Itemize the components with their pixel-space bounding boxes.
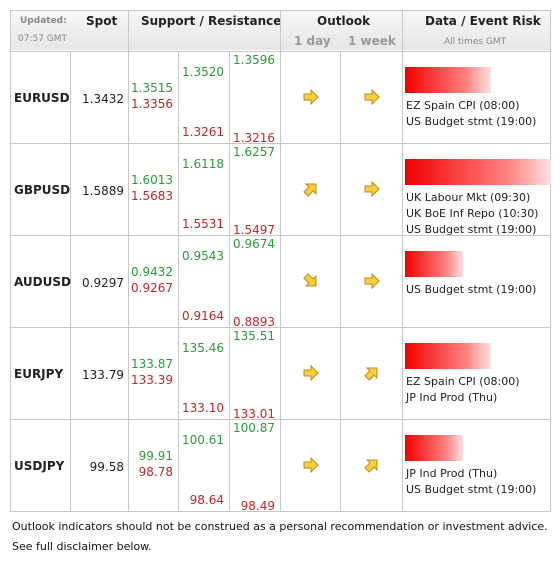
grid-line [402,51,403,511]
support: 98.64 [189,493,224,507]
pair: USDJPY [14,459,65,473]
grid-line [10,511,551,512]
resistance: 1.6118 [182,157,224,171]
grid-line [10,51,551,52]
support: 0.8893 [233,315,275,329]
risk-bar [405,251,463,277]
outlook-arrow [302,181,320,200]
levels-head: Support / Resistance [141,14,282,28]
risk-bar [405,67,491,93]
support: 1.5683 [131,189,173,203]
pair: EURJPY [14,367,64,381]
event: US Budget stmt (19:00) [406,223,537,236]
support: 0.9164 [182,309,224,323]
resistance: 1.6013 [131,173,173,187]
outlook-arrow [302,456,320,476]
risk-head: Data / Event Risk [425,14,541,28]
outlook-arrow [302,364,320,384]
grid-line [280,51,281,511]
outlook-arrow [302,273,320,292]
grid-line [10,419,551,420]
support: 0.9267 [131,281,173,295]
spot: 133.79 [82,368,124,382]
support: 98.49 [240,499,275,513]
event: EZ Spain CPI (08:00) [406,99,520,112]
support: 133.01 [233,407,275,421]
spot: 1.5889 [82,184,124,198]
event: JP Ind Prod (Thu) [406,467,498,480]
pair: AUDUSD [14,275,71,289]
risk-bar [405,343,491,369]
support: 98.78 [138,465,173,479]
outlook-arrow [363,272,381,292]
updated: Updated: [20,16,67,26]
outlook-head: Outlook [317,14,371,28]
grid-line [340,51,341,511]
grid-line [402,10,403,51]
grid-line [178,51,179,511]
resistance: 0.9432 [131,265,173,279]
outlook-arrow [363,365,381,384]
pair: EURUSD [14,91,70,105]
event: US Budget stmt (19:00) [406,115,537,128]
spot: 99.58 [89,460,124,474]
support: 1.3216 [233,131,275,145]
support: 1.3261 [182,125,224,139]
event: US Budget stmt (19:00) [406,283,537,296]
event: US Budget stmt (19:00) [406,483,537,496]
footer-note: Outlook indicators should not be constru… [12,520,548,533]
resistance: 100.61 [182,433,224,447]
grid-line [10,235,551,236]
outlook-arrow [363,180,381,200]
resistance: 135.51 [233,329,275,343]
resistance: 0.9543 [182,249,224,263]
grid-line [280,10,281,51]
footer-note: See full disclaimer below. [12,540,152,553]
resistance: 135.46 [182,341,224,355]
grid-line [229,51,230,511]
outlook-arrow [363,457,381,476]
grid-line [128,51,129,511]
support: 1.3356 [131,97,173,111]
grid-line [10,10,11,511]
event: UK BoE Inf Repo (10:30) [406,207,539,220]
support: 133.10 [182,401,224,415]
grid-line [10,143,551,144]
grid-line [550,10,551,511]
day-head: 1 day [294,34,331,48]
spot: 1.3432 [82,92,124,106]
event: EZ Spain CPI (08:00) [406,375,520,388]
resistance: 1.3515 [131,81,173,95]
outlook-arrow [363,88,381,108]
pair: GBPUSD [14,183,71,197]
resistance: 0.9674 [233,237,275,251]
times-head: All times GMT [444,37,507,47]
resistance: 100.87 [233,421,275,435]
spot-head: Spot [86,14,118,28]
support: 1.5531 [182,217,224,231]
resistance: 99.91 [138,449,173,463]
resistance: 1.3520 [182,65,224,79]
outlook-arrow [302,88,320,108]
time: 07:57 GMT [18,34,68,44]
support: 1.5497 [233,223,275,237]
spot: 0.9297 [82,276,124,290]
event: JP Ind Prod (Thu) [406,391,498,404]
week-head: 1 week [348,34,396,48]
risk-bar [405,435,463,461]
grid-line [128,10,129,51]
event: UK Labour Mkt (09:30) [406,191,531,204]
risk-bar [405,159,551,185]
resistance: 1.6257 [233,145,275,159]
resistance: 1.3596 [233,53,275,67]
support: 133.39 [131,373,173,387]
resistance: 133.87 [131,357,173,371]
grid-line [70,51,71,511]
grid-line [10,327,551,328]
grid-line [10,10,551,11]
